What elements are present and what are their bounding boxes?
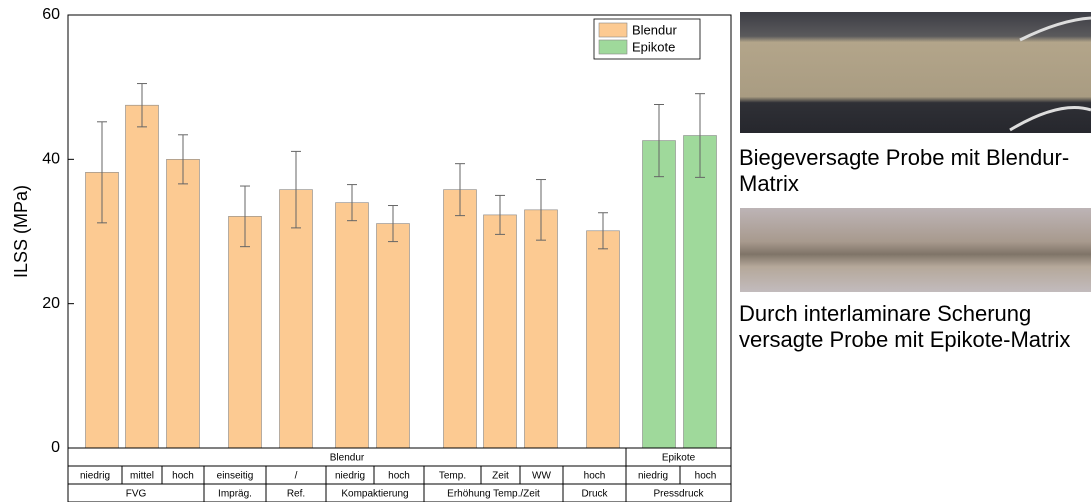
matrix-label: Blendur [330,453,365,464]
bar [684,136,717,448]
bar [484,215,517,448]
x-tick-label: hoch [695,471,717,482]
caption: Biegeversagte Probe mit Blendur-Matrix [739,145,1089,197]
bar [336,203,369,448]
legend-swatch [599,40,627,54]
bar [444,190,477,448]
legend-swatch [599,23,627,37]
bar [126,105,159,448]
y-tick-label: 60 [42,6,60,23]
bar [525,210,558,448]
legend-label: Blendur [632,22,677,37]
photo-detail [1020,18,1091,40]
bar [587,231,620,448]
group-label: Erhöhung Temp./Zeit [447,489,540,500]
x-tick-label: einseitig [217,471,254,482]
x-tick-label: hoch [388,471,410,482]
x-tick-label: hoch [172,471,194,482]
y-tick-label: 0 [51,439,60,456]
x-tick-label: / [295,471,298,482]
legend-label: Epikote [632,39,675,54]
x-tick-label: mittel [130,471,154,482]
y-axis-label: ILSS (MPa) [11,185,31,278]
photo-epikote [740,208,1091,292]
bar [229,216,262,448]
group-label: FVG [126,489,147,500]
x-tick-label: niedrig [80,471,110,482]
photo-blendur [740,12,1091,133]
matrix-label: Epikote [662,453,696,464]
group-label: Ref. [287,489,305,500]
chart: 0 20 40 60 ILSS (MPa) Blendur Epikote niedrig mi… [0,0,735,502]
x-tick-label: Temp. [439,471,466,482]
group-label: Pressdruck [653,489,704,500]
caption: Durch interlaminare Scherung versagte Pr… [739,301,1089,353]
x-tick-label: niedrig [335,471,365,482]
y-tick-label: 20 [42,295,60,312]
bar [280,190,313,448]
x-tick-label: Zeit [492,471,509,482]
photo-detail [1010,108,1091,131]
bar [643,141,676,448]
bar [377,224,410,448]
x-tick-label: hoch [584,471,606,482]
group-label: Druck [581,489,608,500]
x-tick-label: WW [532,471,551,482]
x-tick-label: niedrig [638,471,668,482]
group-label: Kompaktierung [341,489,408,500]
bar [167,159,200,448]
group-label: Impräg. [218,489,252,500]
y-tick-label: 40 [42,151,60,168]
page: {"chart_data": {"type": "bar", "ylabel":… [0,0,1091,502]
